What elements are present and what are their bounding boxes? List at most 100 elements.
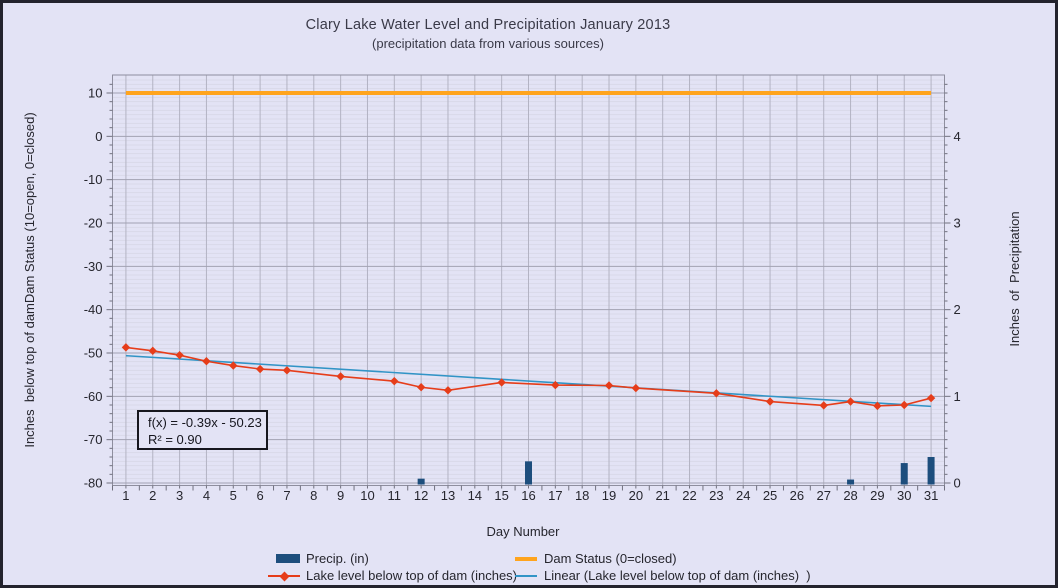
diamond-marker-day-25 [765, 397, 775, 406]
x-axis-title: Day Number [486, 524, 560, 539]
y-left-label--50: -50 [84, 346, 103, 361]
gridlines-vertical-days [125, 75, 932, 486]
diamond-marker-day-13 [443, 386, 453, 395]
y-left-label--20: -20 [84, 216, 103, 231]
y-right-label-3: 3 [954, 215, 961, 230]
r-squared-line: R² = 0.90 [148, 432, 202, 447]
diamond-marker-day-17 [551, 380, 560, 390]
y-left-label--10: -10 [84, 172, 103, 187]
diamond-marker-day-11 [390, 376, 399, 386]
diamond-marker-day-3 [175, 350, 184, 360]
x-label-8: 8 [310, 488, 317, 503]
x-label-15: 15 [494, 488, 508, 503]
x-label-12: 12 [414, 488, 428, 503]
x-label-4: 4 [203, 488, 210, 503]
x-label-28: 28 [843, 488, 857, 503]
legend-item-dam-status: Dam Status (0=closed) [515, 551, 677, 566]
x-label-22: 22 [682, 488, 696, 503]
y-left-label--80: -80 [84, 476, 103, 491]
x-label-25: 25 [763, 488, 777, 503]
x-label-31: 31 [924, 488, 938, 503]
diamond-marker-day-2 [148, 346, 157, 356]
y-axis-left-title: Inches below top of damDam Status (10=op… [22, 112, 37, 448]
x-tick-labels: 1 2 3 4 5 6 7 8 9 10 11 12 13 14 15 16 17 18 19 20 21 22 23 24 2… [122, 488, 938, 503]
trendline-swatch-icon [515, 574, 537, 577]
diamond-marker-day-9 [336, 372, 345, 381]
x-label-6: 6 [256, 488, 263, 503]
diamond-marker-day-12 [416, 383, 426, 392]
precip-bar-day-31 [927, 456, 935, 485]
y-left-tick-labels: 10 0 -10 -20 -30 -40 -50 -60 -70 -80 [84, 86, 103, 491]
y-right-label-4: 4 [954, 129, 961, 144]
chart-subtitle: (precipitation data from various sources… [372, 36, 604, 51]
equation-line: f(x) = -0.39x - 50.23 [148, 415, 262, 430]
x-label-1: 1 [122, 488, 129, 503]
y-right-label-2: 2 [954, 302, 961, 317]
y-axis-right-title: Inches of Precipitation [1007, 211, 1022, 347]
x-label-11: 11 [388, 488, 402, 503]
y-left-label--30: -30 [84, 259, 103, 274]
x-label-24: 24 [736, 488, 750, 503]
trendline-equation-box: f(x) = -0.39x - 50.23 R² = 0.90 [137, 410, 268, 450]
lake-level-markers [121, 343, 936, 411]
precip-bar-day-16 [525, 461, 532, 485]
legend-label-precip: Precip. (in) [306, 551, 369, 566]
x-label-19: 19 [602, 488, 616, 503]
lake-level-line-swatch-icon [268, 571, 300, 581]
dam-status-line-swatch-icon [515, 556, 537, 561]
x-label-16: 16 [521, 488, 535, 503]
axis-ticks [106, 83, 951, 491]
y-right-label-0: 0 [954, 476, 961, 491]
legend-item-linear: Linear (Lake level below top of dam (inc… [515, 568, 811, 583]
x-label-3: 3 [176, 488, 183, 503]
y-left-label--40: -40 [84, 302, 103, 317]
diamond-marker-day-19 [604, 381, 614, 390]
y-left-label--60: -60 [84, 389, 103, 404]
y-right-label-1: 1 [954, 389, 961, 404]
diamond-marker-day-28 [846, 397, 855, 406]
x-label-17: 17 [548, 488, 562, 503]
title-block: Clary Lake Water Level and Precipitation… [3, 17, 973, 51]
diamond-marker-day-23 [712, 389, 721, 398]
legend-item-precip: Precip. (in) [276, 551, 369, 566]
precip-bar-swatch-icon [276, 554, 300, 563]
x-label-10: 10 [360, 488, 374, 503]
precip-bar-day-28 [847, 479, 855, 485]
chart-title: Clary Lake Water Level and Precipitation… [305, 17, 671, 33]
diamond-marker-day-20 [631, 383, 641, 393]
y-left-label-0: 0 [95, 129, 102, 144]
x-label-20: 20 [629, 488, 643, 503]
x-label-21: 21 [655, 488, 669, 503]
legend-item-lake-level: Lake level below top of dam (inches) [268, 568, 517, 583]
diamond-marker-day-31 [926, 393, 936, 403]
x-label-23: 23 [709, 488, 723, 503]
diamond-marker-day-7 [282, 366, 292, 375]
precip-bars [417, 456, 935, 485]
x-label-9: 9 [337, 488, 344, 503]
diamond-marker-day-5 [229, 361, 238, 370]
precip-bar-day-12 [417, 478, 425, 485]
legend-label-lake-level: Lake level below top of dam (inches) [306, 568, 518, 583]
legend-label-linear: Linear (Lake level below top of dam (inc… [544, 568, 811, 583]
x-label-13: 13 [441, 488, 455, 503]
y-right-tick-labels: 0 1 2 3 4 [954, 129, 961, 491]
diamond-marker-day-30 [900, 400, 909, 410]
x-label-29: 29 [870, 488, 884, 503]
diamond-marker-day-4 [202, 357, 211, 366]
diamond-marker-day-15 [497, 378, 506, 387]
diamond-marker-day-29 [873, 401, 882, 411]
x-label-7: 7 [283, 488, 290, 503]
lake-level-line [125, 346, 932, 407]
y-left-label--70: -70 [84, 432, 103, 447]
x-label-2: 2 [149, 488, 156, 503]
diamond-marker-day-27 [819, 401, 828, 410]
x-label-5: 5 [230, 488, 237, 503]
y-left-label-10: 10 [88, 86, 102, 101]
diamond-marker-day-1 [121, 343, 131, 352]
x-label-18: 18 [575, 488, 589, 503]
diamond-marker-icon [279, 571, 290, 581]
x-label-30: 30 [897, 488, 911, 503]
x-label-26: 26 [790, 488, 804, 503]
